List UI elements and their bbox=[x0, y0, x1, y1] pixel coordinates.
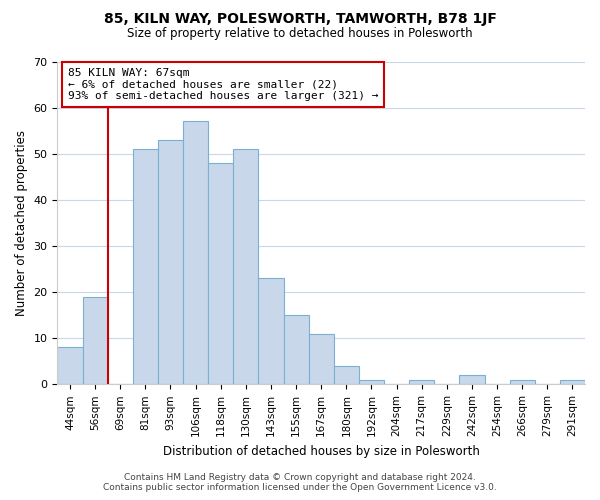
Bar bbox=[284, 315, 308, 384]
Text: 85 KILN WAY: 67sqm
← 6% of detached houses are smaller (22)
93% of semi-detached: 85 KILN WAY: 67sqm ← 6% of detached hous… bbox=[68, 68, 379, 101]
X-axis label: Distribution of detached houses by size in Polesworth: Distribution of detached houses by size … bbox=[163, 444, 479, 458]
Bar bbox=[208, 163, 233, 384]
Text: 85, KILN WAY, POLESWORTH, TAMWORTH, B78 1JF: 85, KILN WAY, POLESWORTH, TAMWORTH, B78 … bbox=[104, 12, 496, 26]
Bar bbox=[158, 140, 183, 384]
Bar bbox=[58, 348, 83, 385]
Bar bbox=[334, 366, 359, 384]
Bar bbox=[560, 380, 585, 384]
Bar bbox=[259, 278, 284, 384]
Text: Size of property relative to detached houses in Polesworth: Size of property relative to detached ho… bbox=[127, 28, 473, 40]
Bar bbox=[83, 296, 107, 384]
Bar bbox=[183, 122, 208, 384]
Bar bbox=[233, 149, 259, 384]
Y-axis label: Number of detached properties: Number of detached properties bbox=[15, 130, 28, 316]
Bar bbox=[460, 375, 485, 384]
Bar bbox=[359, 380, 384, 384]
Bar bbox=[308, 334, 334, 384]
Bar bbox=[409, 380, 434, 384]
Bar bbox=[509, 380, 535, 384]
Bar bbox=[133, 149, 158, 384]
Text: Contains HM Land Registry data © Crown copyright and database right 2024.
Contai: Contains HM Land Registry data © Crown c… bbox=[103, 473, 497, 492]
